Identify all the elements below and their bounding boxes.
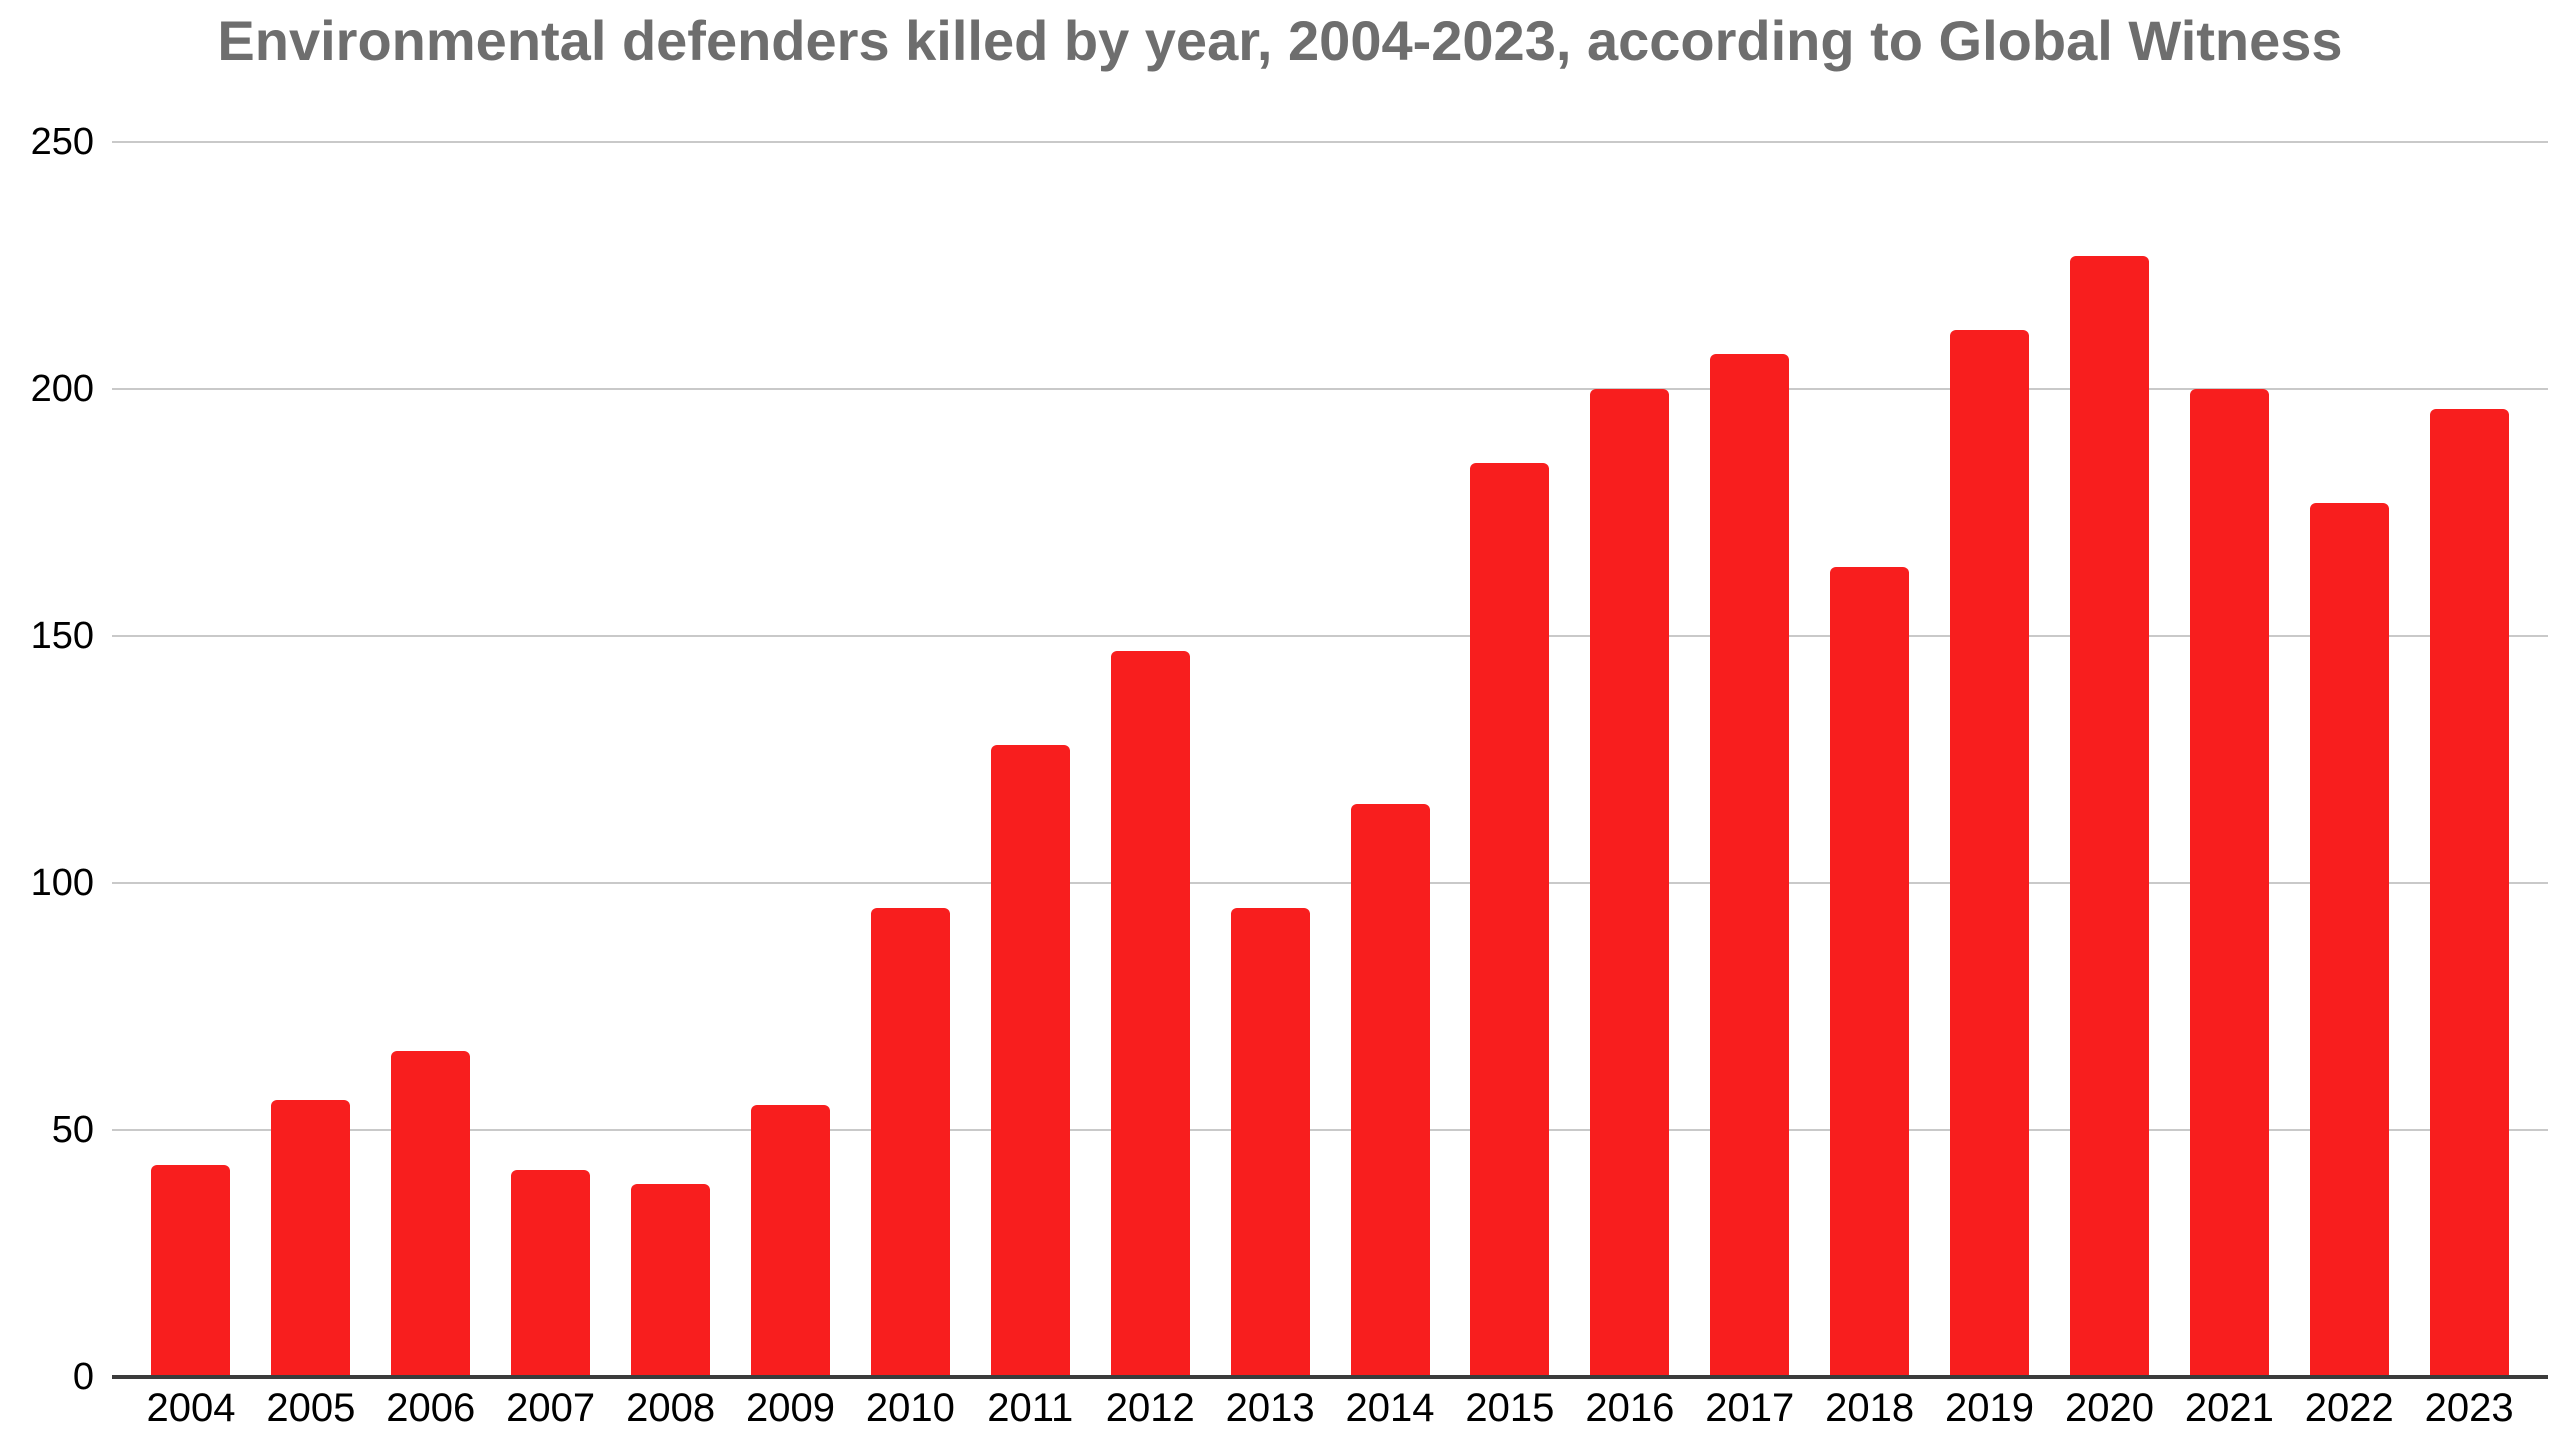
x-tick-label-2005: 2005	[266, 1386, 356, 1430]
bar-2008	[631, 1184, 711, 1377]
x-tick-label-2014: 2014	[1345, 1386, 1435, 1430]
x-tick-label-2017: 2017	[1705, 1386, 1795, 1430]
bar-slot-2019	[1930, 142, 2050, 1377]
bar-2005	[271, 1100, 351, 1377]
bar-slot-2013	[1210, 142, 1330, 1377]
x-tick-label-2018: 2018	[1825, 1386, 1915, 1430]
bar-2004	[151, 1164, 231, 1377]
x-tick-label-2019: 2019	[1945, 1386, 2035, 1430]
x-tick-label-2011: 2011	[987, 1386, 1074, 1430]
bar-slot-2023	[2409, 142, 2529, 1377]
bar-slot-2008	[611, 142, 731, 1377]
x-tick-label-2007: 2007	[506, 1386, 596, 1430]
y-tick-label-0: 0	[72, 1356, 94, 1398]
bar-slot-2021	[2169, 142, 2289, 1377]
bar-2009	[750, 1105, 830, 1377]
x-tick-label-2020: 2020	[2064, 1386, 2154, 1430]
x-tick-label-2015: 2015	[1465, 1386, 1555, 1430]
x-tick-label-2006: 2006	[386, 1386, 476, 1430]
bar-2020	[2069, 255, 2149, 1377]
bar-slot-2007	[491, 142, 611, 1377]
gridline-200	[112, 388, 2548, 390]
gridline-50	[112, 1129, 2548, 1131]
bar-slot-2010	[850, 142, 970, 1377]
bar-2007	[511, 1169, 591, 1377]
y-tick-label-150: 150	[30, 615, 94, 657]
y-axis: 0 50 100 150 200 250	[0, 123, 94, 1396]
bar-slot-2004	[131, 142, 251, 1377]
bar-2016	[1590, 389, 1670, 1377]
x-tick-label-2016: 2016	[1585, 1386, 1675, 1430]
bar-2019	[1950, 329, 2030, 1377]
y-tick-label-100: 100	[30, 862, 94, 904]
bar-2006	[391, 1050, 471, 1377]
bar-slot-2015	[1450, 142, 1570, 1377]
y-tick-label-200: 200	[30, 368, 94, 410]
x-tick-label-2021: 2021	[2184, 1386, 2274, 1430]
bar-2018	[1830, 566, 1910, 1377]
chart-title: Environmental defenders killed by year, …	[217, 9, 2343, 72]
gridline-150	[112, 635, 2548, 637]
bar-slot-2012	[1090, 142, 1210, 1377]
x-tick-label-2022: 2022	[2304, 1386, 2394, 1430]
x-tick-label-2010: 2010	[865, 1386, 955, 1430]
y-tick-label-250: 250	[30, 121, 94, 163]
bar-2014	[1350, 803, 1430, 1377]
bar-slot-2016	[1570, 142, 1690, 1377]
bar-slot-2009	[731, 142, 851, 1377]
bar-2012	[1110, 650, 1190, 1377]
bar-slot-2017	[1690, 142, 1810, 1377]
x-tick-label-2008: 2008	[626, 1386, 716, 1430]
bar-2023	[2429, 408, 2509, 1377]
bar-slot-2014	[1330, 142, 1450, 1377]
bar-2015	[1470, 463, 1550, 1377]
bar-slot-2005	[251, 142, 371, 1377]
x-axis-labels: 2004 2005 2006 2007 2008 2009 2010 2011 2012 2013…	[112, 1388, 2548, 1428]
x-tick-label-2009: 2009	[745, 1386, 835, 1430]
plot-area	[112, 141, 2548, 1381]
gridline-250	[112, 141, 2548, 143]
bar-2010	[870, 907, 950, 1377]
bar-2017	[1710, 354, 1790, 1377]
x-tick-label-2004: 2004	[146, 1386, 236, 1430]
x-axis-line	[112, 1375, 2548, 1379]
bar-slot-2011	[970, 142, 1090, 1377]
y-tick-label-50: 50	[51, 1109, 94, 1151]
x-tick-label-2013: 2013	[1225, 1386, 1315, 1430]
bar-2022	[2309, 502, 2389, 1377]
gridline-100	[112, 882, 2548, 884]
bar-2021	[2189, 389, 2269, 1377]
bars-row	[112, 142, 2548, 1377]
bar-2013	[1230, 907, 1310, 1377]
bar-slot-2006	[371, 142, 491, 1377]
bar-slot-2020	[2050, 142, 2170, 1377]
bar-slot-2022	[2289, 142, 2409, 1377]
bar-slot-2018	[1810, 142, 1930, 1377]
x-tick-label-2023: 2023	[2424, 1386, 2514, 1430]
bar-2011	[990, 744, 1070, 1377]
x-tick-label-2012: 2012	[1105, 1386, 1195, 1430]
